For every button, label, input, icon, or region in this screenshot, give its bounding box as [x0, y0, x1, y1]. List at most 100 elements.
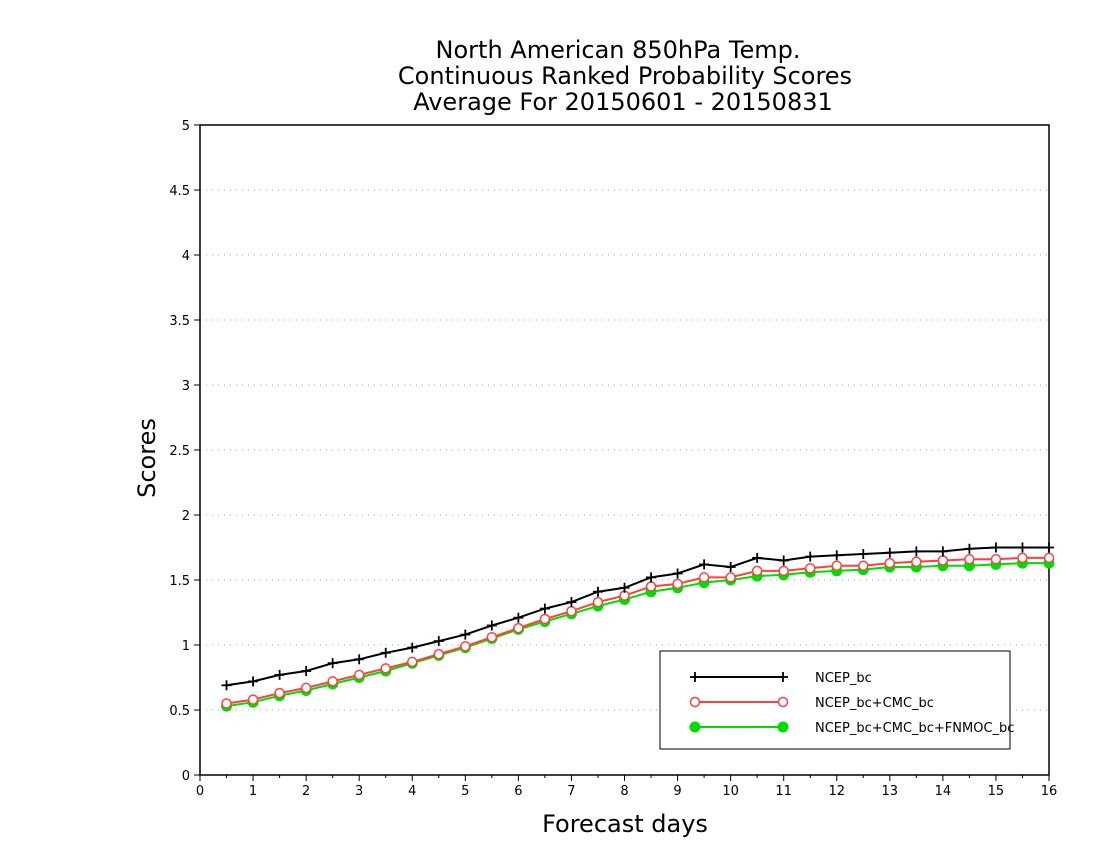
legend: NCEP_bc NCEP_bc+CMC_bc NCEP_bc+CMC_bc+FNMO…: [659, 650, 1014, 750]
y-tick-label: 0: [182, 769, 190, 784]
data-point: [353, 669, 365, 681]
x-tick-label: 5: [461, 784, 469, 799]
legend-item: NCEP_bc: [690, 671, 872, 686]
data-point: [752, 552, 763, 563]
series-NCEP_bc: [221, 542, 1054, 691]
data-point: [513, 622, 524, 634]
legend-label: NCEP_bc: [815, 671, 872, 686]
data-point: [911, 556, 922, 568]
y-tick-label: 3: [182, 379, 190, 394]
data-point: [407, 656, 418, 668]
x-tick-label: 1: [249, 784, 257, 799]
data-point: [566, 597, 577, 608]
data-point: [672, 578, 683, 590]
x-tick-label: 16: [1041, 784, 1058, 799]
x-tick-label: 3: [355, 784, 363, 799]
y-tick-label: 2.5: [169, 444, 190, 459]
data-point: [804, 563, 816, 574]
data-point: [725, 562, 736, 572]
series-NCEP_bc+CMC_bc: [221, 552, 1055, 709]
data-point: [327, 676, 338, 687]
x-tick-label: 12: [828, 784, 845, 799]
data-point: [698, 572, 710, 583]
x-tick-label: 9: [673, 784, 681, 799]
y-tick-label: 4.5: [169, 184, 190, 199]
x-tick-label: 6: [514, 784, 522, 799]
chart-title-line-2: Continuous Ranked Probability Scores: [398, 62, 852, 90]
y-tick-label: 2: [182, 509, 190, 524]
data-point: [937, 555, 949, 566]
data-point: [964, 553, 975, 565]
x-tick-label: 7: [567, 784, 575, 799]
data-point: [645, 581, 657, 592]
data-point: [751, 565, 763, 577]
data-point: [301, 666, 312, 676]
x-tick-label: 11: [775, 784, 792, 799]
chart-title-line-1: North American 850hPa Temp.: [436, 36, 801, 64]
y-tick-label: 1: [182, 639, 190, 654]
data-point: [380, 663, 391, 674]
grid-lines: [200, 189, 1049, 711]
data-point: [433, 648, 445, 660]
data-point: [274, 669, 285, 680]
x-tick-label: 0: [196, 784, 204, 799]
legend-box: [659, 650, 1011, 750]
data-point: [699, 559, 710, 570]
y-tick-label: 0.5: [169, 704, 190, 719]
data-point: [990, 542, 1001, 553]
data-point: [805, 551, 816, 562]
x-axis-title: Forecast days: [542, 810, 708, 838]
x-tick-label: 8: [620, 784, 628, 799]
chart-title-line-3: Average For 20150601 - 20150831: [413, 88, 833, 116]
legend-marker-right: [777, 721, 789, 733]
y-tick-label: 1.5: [169, 574, 190, 589]
legend-marker-right: [778, 672, 788, 682]
data-point: [354, 654, 365, 665]
series-layer: [221, 542, 1055, 712]
x-tick-label: 2: [302, 784, 310, 799]
data-point: [433, 636, 444, 647]
legend-items: NCEP_bc NCEP_bc+CMC_bc NCEP_bc+CMC_bc+FNMO…: [689, 671, 1014, 736]
data-point: [248, 676, 259, 687]
data-point: [858, 549, 869, 559]
y-tick-label: 5: [182, 119, 190, 134]
data-point: [407, 642, 418, 653]
data-point: [1017, 552, 1028, 564]
data-point: [274, 687, 285, 699]
data-point: [566, 605, 577, 617]
data-point: [486, 620, 497, 631]
data-point: [964, 543, 975, 554]
data-point: [592, 586, 603, 597]
x-tick-label: 4: [408, 784, 416, 799]
data-point: [990, 553, 1002, 565]
data-point: [247, 694, 259, 705]
data-point: [221, 680, 232, 691]
legend-marker-left: [689, 696, 701, 708]
data-point: [460, 629, 471, 640]
data-point: [725, 572, 736, 583]
legend-marker-left: [689, 721, 701, 733]
data-point: [300, 682, 312, 694]
x-tick-label: 13: [882, 784, 899, 799]
data-point: [1017, 542, 1028, 553]
data-point: [884, 557, 896, 569]
data-point: [460, 641, 471, 652]
data-point: [937, 546, 948, 557]
data-point: [831, 550, 842, 561]
legend-marker-left: [690, 672, 700, 682]
data-point: [778, 565, 789, 577]
y-tick-label: 3.5: [169, 314, 190, 329]
legend-label: NCEP_bc+CMC_bc+FNMOC_bc: [815, 721, 1014, 736]
data-point: [592, 596, 604, 608]
legend-item: NCEP_bc+CMC_bc: [689, 696, 934, 711]
data-point: [1044, 542, 1054, 553]
data-point: [539, 603, 550, 614]
data-point: [831, 560, 842, 571]
data-point: [327, 658, 338, 669]
legend-marker-right: [777, 696, 789, 708]
legend-label: NCEP_bc+CMC_bc: [815, 696, 934, 711]
x-tick-label: 10: [722, 784, 739, 799]
data-point: [911, 546, 922, 557]
y-axis-title: Scores: [133, 418, 161, 498]
